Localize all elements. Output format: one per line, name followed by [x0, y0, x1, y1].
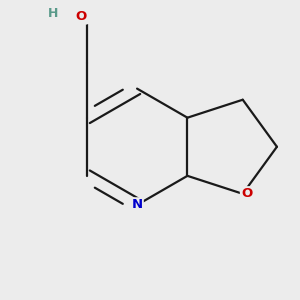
Text: O: O — [241, 187, 252, 200]
Text: N: N — [131, 198, 142, 212]
Text: H: H — [48, 7, 58, 20]
Text: O: O — [76, 11, 87, 23]
